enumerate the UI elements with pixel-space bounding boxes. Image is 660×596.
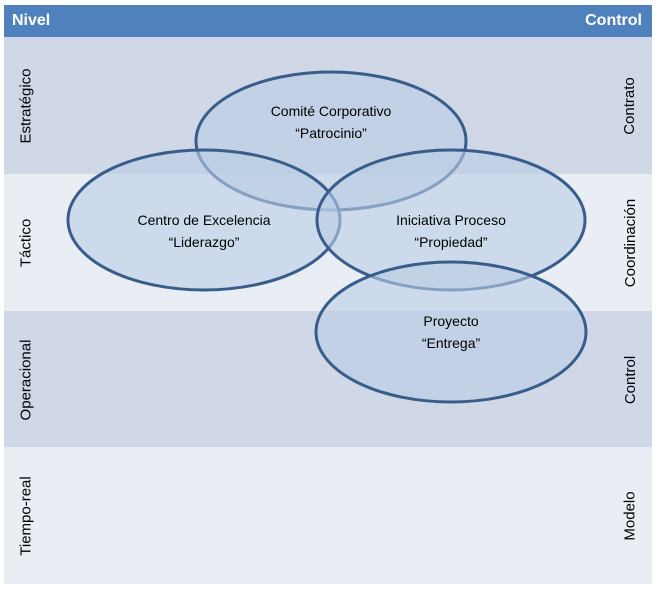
header-nivel: Nivel: [12, 12, 51, 29]
ellipse-label: Iniciativa Proceso: [396, 212, 506, 228]
ellipse-label: “Entrega”: [422, 335, 481, 351]
ellipse-label: Centro de Excelencia: [137, 212, 270, 228]
ellipse-label: Proyecto: [423, 313, 478, 329]
ellipse-label: “Patrocinio”: [295, 125, 367, 141]
ellipse-label: “Propiedad”: [414, 234, 487, 250]
ellipse-label: “Liderazgo”: [169, 234, 240, 250]
header-bar: Nivel Control: [4, 5, 652, 37]
header-control: Control: [585, 12, 642, 29]
ellipse-label: Comité Corporativo: [271, 103, 392, 119]
ellipse-proyecto: [314, 260, 588, 404]
band-tiempo-real: Tiempo-real Modelo: [4, 447, 652, 584]
